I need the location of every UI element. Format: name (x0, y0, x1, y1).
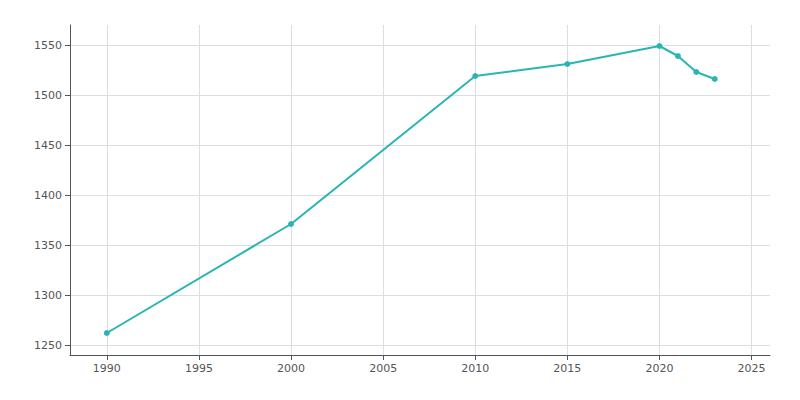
svg-text:1550: 1550 (34, 39, 62, 52)
svg-text:1400: 1400 (34, 189, 62, 202)
svg-text:1350: 1350 (34, 239, 62, 252)
svg-text:1990: 1990 (93, 362, 121, 375)
svg-text:2000: 2000 (277, 362, 305, 375)
svg-text:2020: 2020 (645, 362, 673, 375)
svg-text:2015: 2015 (553, 362, 581, 375)
svg-text:2010: 2010 (461, 362, 489, 375)
svg-text:1300: 1300 (34, 289, 62, 302)
svg-text:2025: 2025 (738, 362, 766, 375)
svg-text:1995: 1995 (185, 362, 213, 375)
svg-text:1450: 1450 (34, 139, 62, 152)
svg-text:2005: 2005 (369, 362, 397, 375)
svg-text:1500: 1500 (34, 89, 62, 102)
svg-text:1250: 1250 (34, 339, 62, 352)
